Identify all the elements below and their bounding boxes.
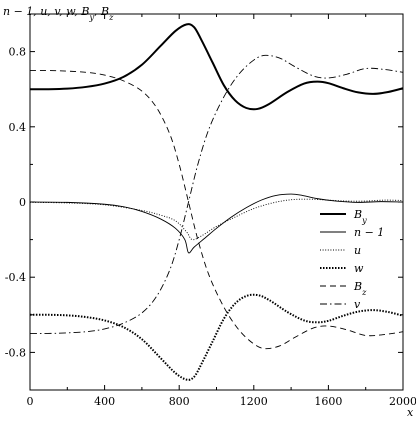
legend-label: v xyxy=(354,298,361,311)
x-tick-label: 0 xyxy=(27,395,34,408)
x-tick-label: 1600 xyxy=(314,395,342,408)
legend-label: By xyxy=(353,208,367,225)
legend-label: w xyxy=(354,262,364,275)
y-tick-label: -0.4 xyxy=(5,271,26,284)
series-line-n-1 xyxy=(29,193,404,254)
x-tick-label: 800 xyxy=(169,395,190,408)
legend-label: n − 1 xyxy=(354,226,384,239)
legend-label: Bz xyxy=(353,280,367,297)
y-tick-label: -0.8 xyxy=(5,346,26,359)
y-tick-label: 0.4 xyxy=(9,121,27,134)
series-line-v xyxy=(29,54,404,335)
series-line-w xyxy=(29,293,404,381)
x-tick-label: 1200 xyxy=(240,395,268,408)
y-tick-label: 0.8 xyxy=(9,46,27,59)
series-line-u xyxy=(29,198,404,241)
series-line-b-y xyxy=(29,23,404,111)
x-axis-title: x xyxy=(407,406,414,419)
x-tick-label: 2000 xyxy=(389,395,416,408)
tick-labels: 0 400 800 1200 1600 2000 0.8 0.4 0 -0.4 -0.8 xyxy=(5,46,416,408)
series-lines xyxy=(29,23,404,381)
legend-label: u xyxy=(354,244,361,257)
legend: Byn − 1 uw Bzv xyxy=(320,208,384,311)
y-tick-label: 0 xyxy=(19,196,26,209)
x-tick-label: 400 xyxy=(94,395,115,408)
y-axis-title: n − 1, u, v, w, By, Bz xyxy=(3,5,114,22)
series-line-b-z xyxy=(29,69,404,350)
